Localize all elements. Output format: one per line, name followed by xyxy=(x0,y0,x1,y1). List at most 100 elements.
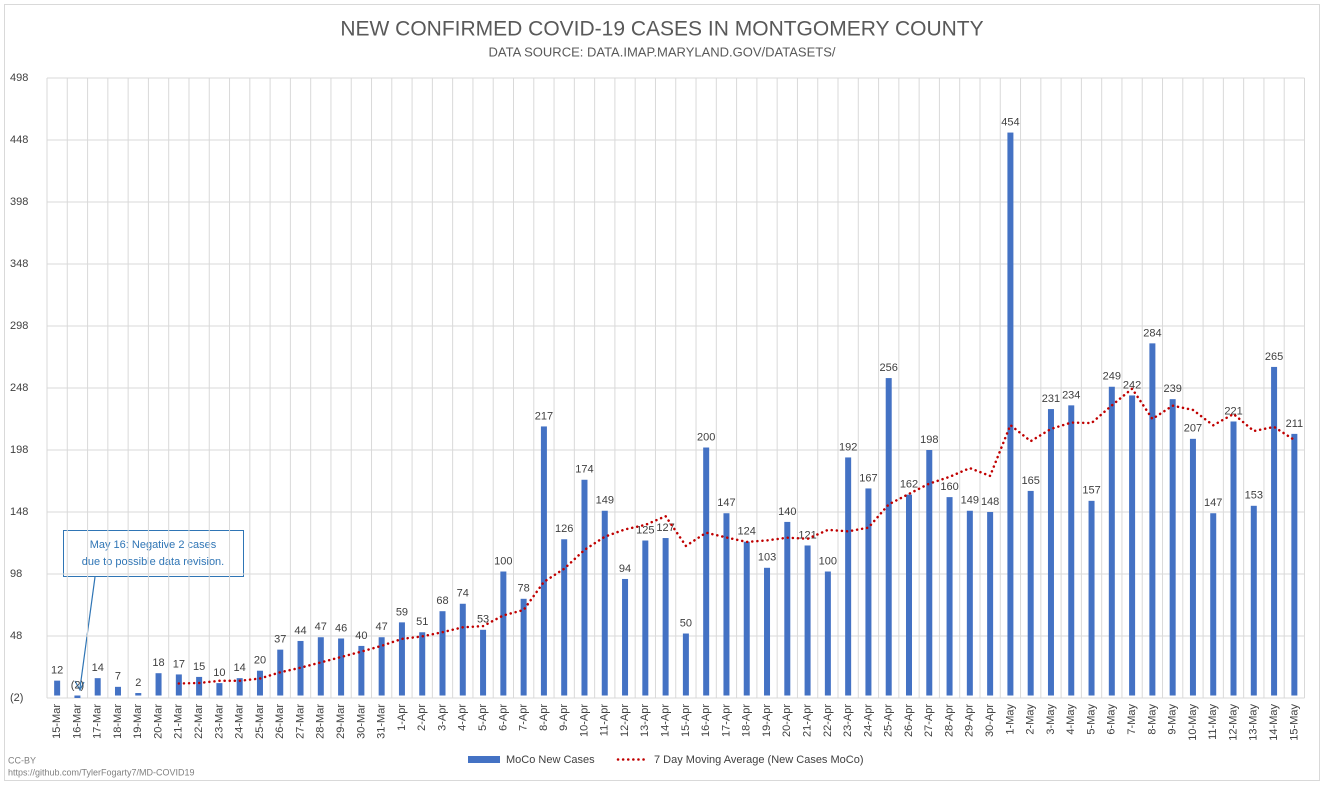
x-tick-label: 25-Apr xyxy=(883,704,895,737)
data-label: 147 xyxy=(717,497,735,509)
annotation-box xyxy=(63,530,244,577)
bar xyxy=(520,598,527,696)
bar xyxy=(703,447,710,696)
x-tick-label: 28-Apr xyxy=(943,704,955,737)
data-label: 51 xyxy=(416,616,428,628)
y-tick-label: 348 xyxy=(10,258,28,270)
data-label: 15 xyxy=(193,661,205,673)
bar xyxy=(743,541,750,696)
bar xyxy=(74,695,81,698)
bar xyxy=(1189,438,1196,696)
x-tick-label: 5-May xyxy=(1085,704,1097,735)
bar xyxy=(1149,343,1156,696)
bar xyxy=(419,632,426,696)
data-label: 47 xyxy=(376,621,388,633)
chart-border xyxy=(4,4,1320,781)
x-tick-label: 31-Mar xyxy=(376,704,388,739)
data-label: 207 xyxy=(1184,423,1202,435)
data-label: 140 xyxy=(778,506,796,518)
bar xyxy=(155,673,162,696)
data-label: 256 xyxy=(880,362,898,374)
data-label: 14 xyxy=(92,662,104,674)
x-tick-label: 16-Apr xyxy=(700,704,712,737)
x-tick-label: 18-Apr xyxy=(741,704,753,737)
data-label: 162 xyxy=(900,479,918,491)
bar xyxy=(398,622,405,696)
bar xyxy=(824,571,831,696)
footer: https://github.com/TylerFogarty7/MD-COVI… xyxy=(8,767,195,777)
data-label: 147 xyxy=(1204,497,1222,509)
data-label: 149 xyxy=(961,495,979,507)
data-label: 12 xyxy=(51,665,63,677)
bar xyxy=(987,512,994,696)
bar xyxy=(764,567,771,696)
x-tick-label: 15-May xyxy=(1288,704,1300,741)
bar xyxy=(1210,513,1217,696)
bar xyxy=(905,494,912,696)
x-tick-label: 5-Apr xyxy=(477,704,489,731)
legend-label: MoCo New Cases xyxy=(506,754,595,766)
x-tick-label: 1-May xyxy=(1004,704,1016,735)
data-label: 40 xyxy=(355,630,367,642)
x-tick-label: 12-May xyxy=(1227,704,1239,741)
y-tick-label: 48 xyxy=(10,630,22,642)
x-tick-label: 14-May xyxy=(1268,704,1280,741)
footer: CC-BY xyxy=(8,755,36,765)
data-label: 37 xyxy=(274,634,286,646)
data-label: 284 xyxy=(1143,327,1161,339)
bar xyxy=(804,545,811,696)
x-tick-label: 30-Apr xyxy=(984,704,996,737)
data-label: 234 xyxy=(1062,389,1080,401)
data-label: 10 xyxy=(213,667,225,679)
annotation: May 16: Negative 2 cases xyxy=(90,539,217,551)
bar xyxy=(926,450,933,696)
x-tick-label: 3-May xyxy=(1045,704,1057,735)
x-tick-label: 25-Mar xyxy=(254,704,266,739)
data-label: 44 xyxy=(294,625,306,637)
data-label: 14 xyxy=(234,662,246,674)
x-tick-label: 17-Mar xyxy=(92,704,104,739)
x-tick-label: 9-Apr xyxy=(558,704,570,731)
x-tick-label: 22-Apr xyxy=(822,704,834,737)
bar xyxy=(1068,405,1075,696)
data-label: 148 xyxy=(981,496,999,508)
x-tick-label: 27-Apr xyxy=(923,704,935,737)
x-tick-label: 6-May xyxy=(1106,704,1118,735)
x-tick-label: 4-May xyxy=(1065,704,1077,735)
bar xyxy=(723,513,730,696)
x-tick-label: 18-Mar xyxy=(112,704,124,739)
bar xyxy=(1271,366,1278,696)
bar xyxy=(1250,505,1257,696)
bar xyxy=(358,645,365,696)
y-tick-label: 498 xyxy=(10,72,28,84)
x-tick-label: 21-Apr xyxy=(801,704,813,737)
x-tick-label: 8-May xyxy=(1146,704,1158,735)
bar xyxy=(845,457,852,696)
bar xyxy=(1129,395,1136,696)
bar xyxy=(114,686,121,696)
data-label: 157 xyxy=(1082,485,1100,497)
data-label: 18 xyxy=(152,657,164,669)
x-tick-label: 1-Apr xyxy=(396,704,408,731)
data-label: 217 xyxy=(535,410,553,422)
x-tick-label: 16-Mar xyxy=(71,704,83,739)
data-label: 231 xyxy=(1042,393,1060,405)
bar xyxy=(642,540,649,696)
bar xyxy=(682,633,689,696)
y-tick-label: 148 xyxy=(10,506,28,518)
bar xyxy=(662,538,669,696)
bar xyxy=(540,426,547,696)
y-tick-label: (2) xyxy=(10,692,23,704)
data-label: 127 xyxy=(656,522,674,534)
data-label: 103 xyxy=(758,552,776,564)
data-label: 59 xyxy=(396,606,408,618)
x-tick-label: 14-Apr xyxy=(660,704,672,737)
bar xyxy=(439,611,446,696)
x-tick-label: 2-May xyxy=(1025,704,1037,735)
x-tick-label: 10-May xyxy=(1187,704,1199,741)
data-label: 454 xyxy=(1001,116,1019,128)
bar xyxy=(1108,386,1115,696)
x-tick-label: 7-May xyxy=(1126,704,1138,735)
x-tick-label: 24-Mar xyxy=(234,704,246,739)
